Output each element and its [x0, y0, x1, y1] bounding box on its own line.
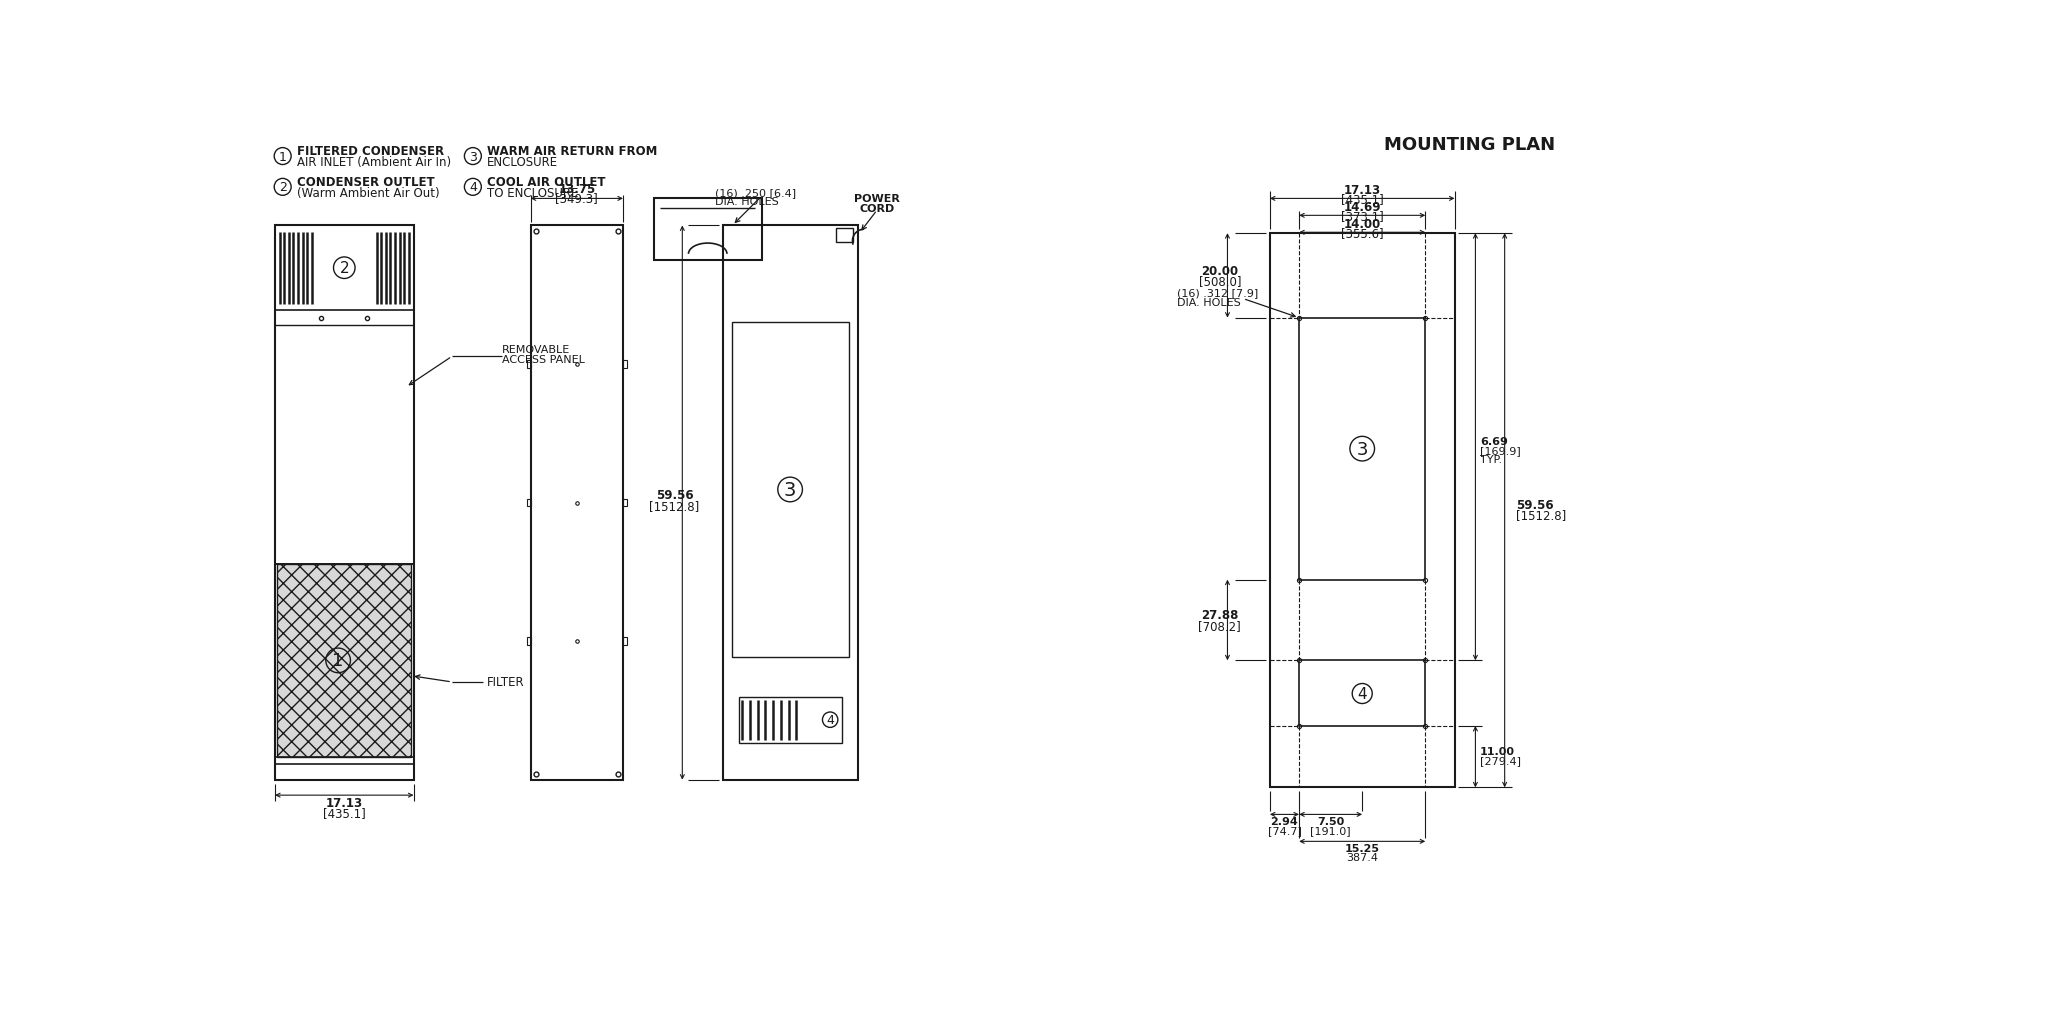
Bar: [1270, 233, 1454, 788]
Bar: [526, 499, 530, 506]
Bar: [723, 226, 858, 780]
Bar: [733, 322, 848, 657]
Text: COOL AIR OUTLET: COOL AIR OUTLET: [487, 176, 606, 189]
Text: TO ENCLOSURE: TO ENCLOSURE: [487, 186, 578, 200]
Text: CORD: CORD: [860, 204, 895, 213]
Bar: [526, 361, 530, 369]
Text: [74.7]: [74.7]: [1268, 825, 1300, 835]
Bar: [739, 697, 842, 743]
Text: CONDENSER OUTLET: CONDENSER OUTLET: [297, 176, 434, 189]
Text: 11.00: 11.00: [1481, 747, 1516, 756]
Text: [373.1]: [373.1]: [1341, 210, 1384, 222]
Text: [435.1]: [435.1]: [1341, 193, 1384, 206]
Text: REMOVABLE: REMOVABLE: [502, 345, 571, 355]
Bar: [653, 199, 762, 261]
Bar: [1298, 660, 1425, 727]
Text: 4: 4: [825, 713, 834, 727]
Text: FILTERED CONDENSER: FILTERED CONDENSER: [297, 145, 444, 158]
Text: 27.88: 27.88: [1200, 609, 1239, 622]
Bar: [623, 499, 627, 506]
Text: 17.13: 17.13: [1343, 183, 1380, 197]
Text: [355.6]: [355.6]: [1341, 226, 1384, 239]
Text: [1512.8]: [1512.8]: [1516, 508, 1567, 522]
Text: 14.00: 14.00: [1343, 217, 1380, 230]
Text: 15.25: 15.25: [1346, 843, 1380, 853]
Bar: [1298, 318, 1425, 580]
Text: AIR INLET (Ambient Air In): AIR INLET (Ambient Air In): [297, 156, 451, 169]
Text: [191.0]: [191.0]: [1311, 825, 1352, 835]
Bar: [623, 638, 627, 645]
Text: 2: 2: [279, 181, 287, 195]
Text: (Warm Ambient Air Out): (Warm Ambient Air Out): [297, 186, 438, 200]
Bar: [526, 638, 530, 645]
Text: DIA. HOLES: DIA. HOLES: [715, 198, 778, 207]
Text: ENCLOSURE: ENCLOSURE: [487, 156, 557, 169]
Bar: [836, 229, 854, 244]
Text: [349.3]: [349.3]: [555, 192, 598, 205]
Text: 4: 4: [469, 181, 477, 195]
Text: (16) .312 [7.9]: (16) .312 [7.9]: [1178, 288, 1260, 298]
Bar: [530, 226, 623, 780]
Text: [435.1]: [435.1]: [324, 807, 367, 819]
Text: TYP.: TYP.: [1481, 454, 1501, 465]
Text: 2: 2: [340, 261, 348, 276]
Text: WARM AIR RETURN FROM: WARM AIR RETURN FROM: [487, 145, 657, 158]
Text: 7.50: 7.50: [1317, 816, 1343, 825]
Text: 13.75: 13.75: [559, 182, 596, 196]
Text: 59.56: 59.56: [655, 489, 694, 501]
Text: 20.00: 20.00: [1202, 264, 1239, 277]
Text: 3: 3: [469, 151, 477, 163]
Bar: [623, 361, 627, 369]
Text: 59.56: 59.56: [1516, 498, 1554, 512]
Bar: [276, 565, 412, 757]
Text: DIA. HOLES: DIA. HOLES: [1178, 298, 1241, 308]
Text: ACCESS PANEL: ACCESS PANEL: [502, 355, 586, 364]
Text: 4: 4: [1358, 687, 1366, 701]
Text: 3: 3: [784, 481, 797, 499]
Text: [169.9]: [169.9]: [1481, 445, 1522, 455]
Text: MOUNTING PLAN: MOUNTING PLAN: [1384, 137, 1556, 154]
Text: (16) .250 [6.4]: (16) .250 [6.4]: [715, 189, 797, 198]
Text: [508.0]: [508.0]: [1198, 275, 1241, 288]
Text: [708.2]: [708.2]: [1198, 620, 1241, 633]
Text: FILTER: FILTER: [487, 676, 524, 689]
Text: POWER: POWER: [854, 195, 899, 204]
Text: 3: 3: [1356, 440, 1368, 459]
Text: 17.13: 17.13: [326, 797, 362, 809]
Text: 1: 1: [332, 652, 344, 669]
Text: 2.94: 2.94: [1270, 816, 1298, 825]
Text: [279.4]: [279.4]: [1481, 756, 1522, 765]
Text: [1512.8]: [1512.8]: [649, 499, 700, 513]
Text: 1: 1: [279, 151, 287, 163]
Text: 14.69: 14.69: [1343, 201, 1380, 213]
Text: 387.4: 387.4: [1346, 852, 1378, 862]
Text: 6.69: 6.69: [1481, 436, 1507, 446]
Bar: [274, 226, 414, 780]
